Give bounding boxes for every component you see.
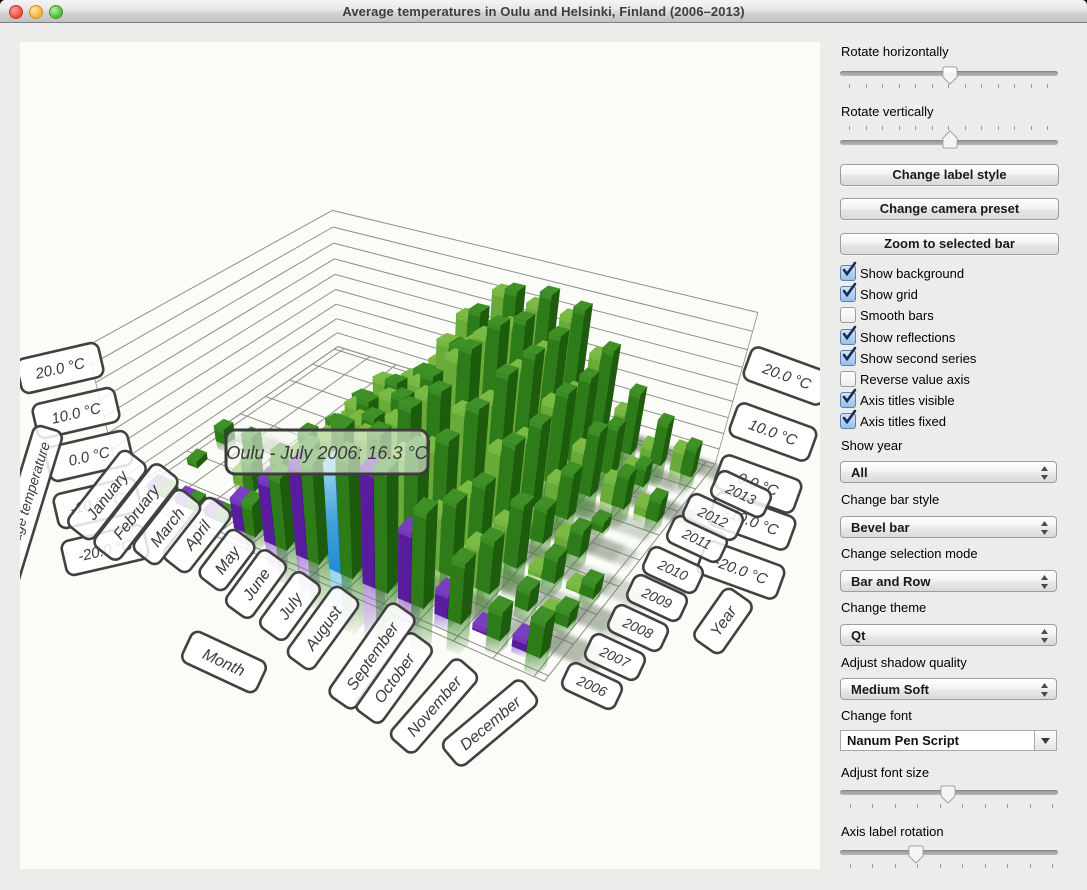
svg-text:Oulu - July 2006: 16.3 °C: Oulu - July 2006: 16.3 °C	[226, 443, 428, 463]
